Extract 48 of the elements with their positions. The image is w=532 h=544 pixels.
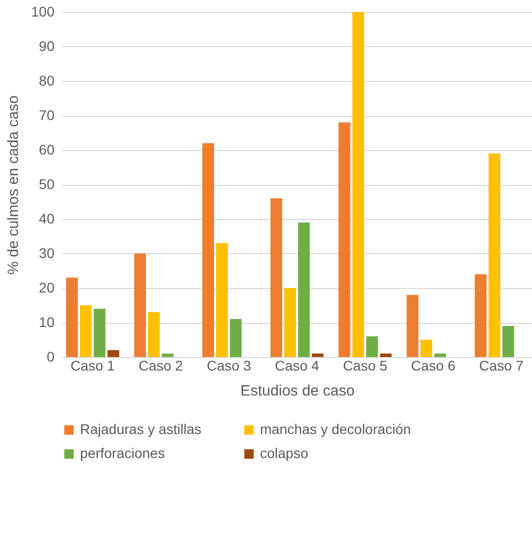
- x-tick-label: Caso 2: [138, 358, 184, 374]
- bar: [202, 143, 214, 357]
- bar: [284, 288, 296, 357]
- bar: [420, 340, 432, 357]
- bar: [66, 278, 78, 357]
- bar: [134, 254, 146, 357]
- y-tick-label: 60: [38, 142, 55, 158]
- bar: [298, 222, 310, 357]
- bar: [338, 122, 350, 357]
- legend-label: manchas y decoloración: [260, 421, 411, 437]
- legend-label: Rajaduras y astillas: [80, 421, 202, 437]
- y-tick-label: 30: [38, 245, 55, 261]
- bar: [352, 12, 364, 357]
- bar: [216, 243, 228, 357]
- bar: [488, 153, 500, 357]
- x-tick-label: Caso 1: [70, 358, 116, 374]
- y-tick-label: 80: [38, 72, 55, 88]
- x-axis-title: Estudios de caso: [240, 382, 355, 400]
- y-tick-label: 70: [38, 107, 55, 123]
- bar: [94, 308, 106, 357]
- y-tick-label: 100: [31, 4, 55, 20]
- bar: [148, 312, 160, 357]
- bar: [474, 274, 487, 357]
- bar: [366, 336, 378, 357]
- bar: [107, 350, 120, 357]
- x-tick-label: Caso 7: [479, 358, 524, 374]
- bar: [406, 294, 418, 357]
- legend-label: perforaciones: [80, 445, 165, 461]
- y-axis-title: % de culmos en cada caso: [5, 95, 22, 275]
- bar: [162, 354, 174, 357]
- bar: [80, 305, 92, 357]
- y-tick-label: 90: [38, 38, 55, 54]
- y-tick-label: 10: [38, 314, 55, 330]
- bar: [380, 354, 392, 357]
- x-tick-label: Caso 5: [342, 358, 388, 374]
- legend-label: colapso: [260, 445, 308, 461]
- bar: [312, 354, 324, 357]
- y-tick-label: 40: [38, 210, 55, 226]
- bar: [434, 354, 446, 357]
- x-tick-label: Caso 3: [206, 358, 252, 374]
- y-tick-label: 50: [38, 176, 55, 192]
- bar: [270, 198, 282, 357]
- y-tick-label: 0: [46, 348, 55, 364]
- bar: [230, 319, 242, 357]
- x-tick-label: Caso 6: [411, 358, 456, 374]
- x-tick-label: Caso 4: [274, 358, 320, 374]
- bar: [502, 326, 514, 357]
- y-tick-label: 20: [38, 280, 55, 296]
